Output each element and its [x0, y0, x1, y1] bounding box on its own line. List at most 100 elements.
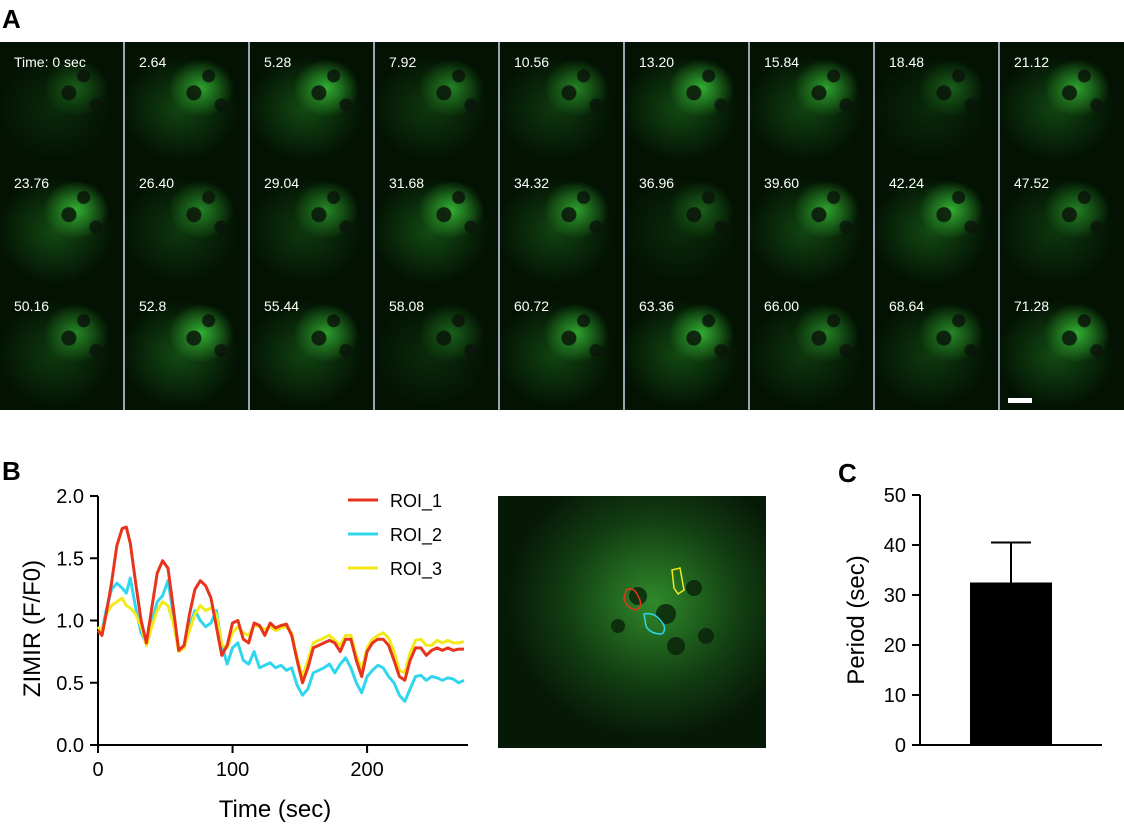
time-stamp: Time: 0 sec: [14, 54, 86, 70]
fluorescence-frame: [625, 163, 748, 286]
fluorescence-frame: [0, 286, 123, 410]
cell-shadow: [686, 580, 702, 596]
legend-label: ROI_2: [390, 525, 442, 546]
scale-bar: [1008, 398, 1032, 403]
time-stamp: 52.8: [139, 298, 167, 314]
frame-tile: Time: 0 sec: [0, 42, 125, 163]
time-stamp: 7.92: [389, 54, 417, 70]
fluorescence-frame: [1000, 42, 1124, 163]
time-stamp: 50.16: [14, 298, 50, 314]
frame-tile: 23.76: [0, 163, 125, 286]
y-tick-label: 0.5: [56, 673, 84, 695]
time-stamp: 60.72: [514, 298, 550, 314]
time-stamp: 26.40: [139, 175, 175, 191]
x-tick-label: 0: [92, 759, 103, 781]
time-stamp: 29.04: [264, 175, 300, 191]
panel-label-a: A: [2, 4, 21, 34]
time-stamp: 21.12: [1014, 54, 1050, 70]
frame-tile: 39.60: [750, 163, 875, 286]
roi-1-outline: [623, 588, 642, 611]
time-stamp: 18.48: [889, 54, 925, 70]
frame-tile: 13.20: [625, 42, 750, 163]
frame-tile: 66.00: [750, 286, 875, 410]
fluorescence-frame: [500, 286, 623, 410]
time-stamp: 23.76: [14, 175, 50, 191]
y-tick-label: 1.0: [56, 611, 84, 633]
frame-tile: 60.72: [500, 286, 625, 410]
frame-tile: 2.64: [125, 42, 250, 163]
frame-tile: 34.32: [500, 163, 625, 286]
frame-tile: 47.52: [1000, 163, 1124, 286]
frame-tile: 52.8: [125, 286, 250, 410]
roi-2-outline: [643, 612, 666, 635]
x-tick-label: 200: [350, 759, 383, 781]
frame-tile: 31.68: [375, 163, 500, 286]
cell-shadow: [656, 604, 676, 624]
time-stamp: 34.32: [514, 175, 550, 191]
y-tick-label: 2.0: [56, 486, 84, 508]
frame-tile: 5.28: [250, 42, 375, 163]
series-line-roi-3: [96, 596, 465, 678]
fluorescence-frame: [625, 286, 748, 410]
fluorescence-frame: [625, 42, 748, 163]
cell-shadow: [698, 628, 714, 644]
frame-tile: 50.16: [0, 286, 125, 410]
frame-tile: 21.12: [1000, 42, 1124, 163]
fluorescence-frame: [875, 286, 998, 410]
time-stamp: 63.36: [639, 298, 675, 314]
frame-tile: 29.04: [250, 163, 375, 286]
fluorescence-frame: [750, 42, 873, 163]
time-stamp: 31.68: [389, 175, 425, 191]
panel-label-b: B: [2, 456, 21, 486]
x-axis-label: Time (sec): [219, 796, 331, 823]
legend-label: ROI_1: [390, 491, 442, 512]
timelapse-image-grid: Time: 0 sec 2.64 5.28 7.92 10.56 13.20 15.84 18…: [0, 42, 1124, 410]
y-axis-label: ZIMIR (F/F0): [19, 560, 46, 697]
y-tick-label: 0.0: [56, 735, 84, 757]
roi-image-background: [498, 496, 766, 748]
fluorescence-frame: [500, 42, 623, 163]
roi-fluorescence-image: [498, 496, 766, 748]
fluorescence-frame: [0, 42, 123, 163]
fluorescence-frame: [1000, 286, 1124, 410]
frame-tile: 63.36: [625, 286, 750, 410]
y-tick-label: 10: [884, 685, 906, 707]
time-stamp: 13.20: [639, 54, 675, 70]
fluorescence-frame: [125, 163, 248, 286]
frame-tile: 58.08: [375, 286, 500, 410]
fluorescence-frame: [1000, 163, 1124, 286]
fluorescence-frame: [875, 163, 998, 286]
time-stamp: 68.64: [889, 298, 925, 314]
fluorescence-frame: [250, 163, 373, 286]
time-stamp: 36.96: [639, 175, 675, 191]
time-stamp: 15.84: [764, 54, 800, 70]
fluorescence-frame: [500, 163, 623, 286]
fluorescence-frame: [375, 286, 498, 410]
cell-shadow: [667, 637, 685, 655]
time-stamp: 2.64: [139, 54, 167, 70]
fluorescence-frame: [125, 286, 248, 410]
panel-label-c: C: [838, 458, 857, 488]
frame-tile: 71.28: [1000, 286, 1124, 410]
time-stamp: 58.08: [389, 298, 425, 314]
frame-tile: 26.40: [125, 163, 250, 286]
fluorescence-frame: [125, 42, 248, 163]
legend-label: ROI_3: [390, 559, 442, 580]
series-line-roi-2: [97, 576, 465, 703]
y-tick-label: 1.5: [56, 548, 84, 570]
y-tick-label: 30: [884, 585, 906, 607]
y-tick-label: 50: [884, 485, 906, 507]
zimir-line-chart: 0.0 0.5 1.0 1.5 2.0 0 100 200 Time (sec) ZIMIR (F…: [19, 486, 468, 823]
time-stamp: 10.56: [514, 54, 550, 70]
time-stamp: 5.28: [264, 54, 292, 70]
fluorescence-frame: [375, 42, 498, 163]
time-stamp: 66.00: [764, 298, 800, 314]
roi-3-outline: [671, 567, 685, 596]
frame-tile: 68.64: [875, 286, 1000, 410]
fluorescence-frame: [250, 42, 373, 163]
fluorescence-frame: [250, 286, 373, 410]
frame-tile: 7.92: [375, 42, 500, 163]
x-tick-label: 100: [216, 759, 249, 781]
frame-tile: 36.96: [625, 163, 750, 286]
period-bar: [970, 582, 1052, 745]
